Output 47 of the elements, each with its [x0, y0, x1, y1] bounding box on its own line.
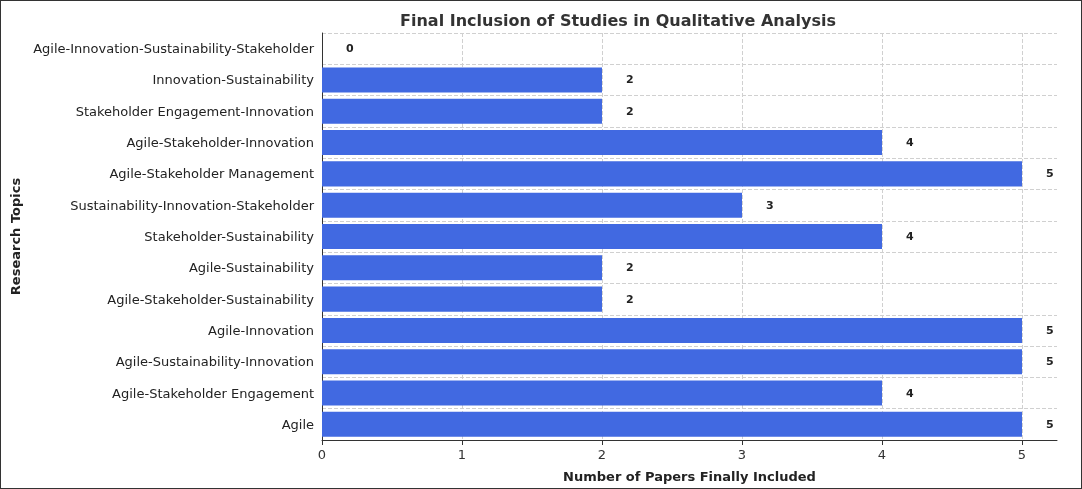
x-tick-label: 1	[457, 447, 467, 462]
y-tick-label: Agile-Innovation	[208, 322, 314, 338]
data-label: 5	[1046, 417, 1054, 431]
x-tick-label: 4	[877, 447, 887, 462]
y-tick-label: Agile-Stakeholder-Innovation	[126, 135, 314, 151]
chart-title: Final Inclusion of Studies in Qualitative Analysis	[400, 10, 836, 30]
y-tick-label: Agile-Stakeholder-Sustainability	[107, 291, 315, 307]
y-tick-label: Agile-Stakeholder Management	[109, 166, 314, 182]
y-tick-label: Agile-Innovation-Sustainability-Stakeholder	[33, 41, 315, 57]
data-label: 5	[1046, 167, 1054, 181]
data-label: 2	[626, 292, 634, 306]
y-tick-label: Agile-Sustainability-Innovation	[115, 354, 314, 370]
data-label: 3	[766, 198, 774, 212]
y-axis-title: Research Topics	[8, 177, 23, 296]
data-label: 4	[906, 386, 914, 400]
x-tick-label: 2	[597, 447, 607, 462]
y-tick-label: Agile-Stakeholder Engagement	[112, 385, 314, 401]
y-tick-label: Stakeholder-Sustainability	[144, 229, 315, 244]
bar	[322, 223, 882, 250]
x-axis-title: Number of Papers Finally Included	[563, 469, 816, 484]
data-label: 5	[1046, 355, 1054, 369]
bar	[322, 67, 602, 93]
data-label: 0	[346, 42, 354, 56]
bar	[322, 317, 1022, 343]
x-tick-label: 0	[317, 447, 327, 462]
bar	[322, 98, 602, 124]
data-label: 4	[906, 230, 914, 243]
bar	[322, 161, 1022, 187]
bar	[322, 130, 882, 156]
data-label: 2	[626, 261, 634, 275]
bar	[322, 380, 882, 406]
data-label: 5	[1046, 323, 1054, 337]
data-label: 2	[626, 104, 634, 118]
x-tick-label: 5	[1017, 447, 1027, 462]
bar	[322, 192, 742, 218]
bar	[322, 286, 602, 312]
data-label: 4	[906, 136, 914, 150]
bar	[322, 349, 1022, 375]
bar	[322, 255, 602, 281]
y-tick-label: Sustainability-Innovation-Stakeholder	[70, 197, 315, 213]
y-tick-label: Agile-Sustainability	[188, 260, 315, 276]
x-tick-label: 3	[737, 447, 747, 462]
bar	[322, 411, 1022, 437]
y-tick-label: Innovation-Sustainability	[152, 72, 315, 88]
data-label: 2	[626, 73, 634, 87]
y-tick-label: Agile	[281, 416, 314, 432]
y-tick-label: Stakeholder Engagement-Innovation	[75, 103, 314, 119]
